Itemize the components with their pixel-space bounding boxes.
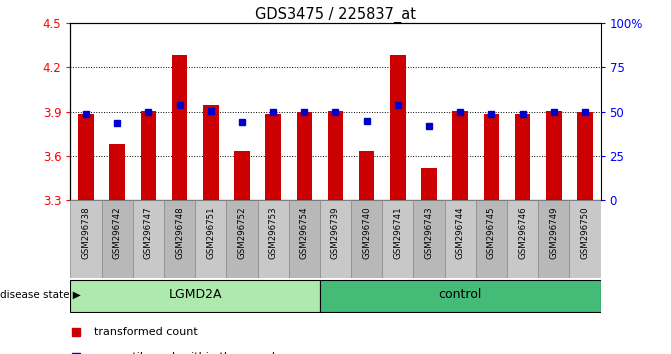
Bar (265, 114, 281, 200)
Bar (359, 151, 374, 200)
Text: GSM296745: GSM296745 (487, 206, 496, 259)
Bar (234, 151, 250, 200)
Bar (421, 167, 437, 200)
Bar (577, 112, 592, 200)
FancyBboxPatch shape (226, 200, 258, 278)
Bar (297, 112, 312, 200)
Bar (327, 111, 344, 200)
FancyBboxPatch shape (101, 200, 133, 278)
FancyBboxPatch shape (164, 200, 195, 278)
FancyBboxPatch shape (570, 200, 601, 278)
FancyBboxPatch shape (320, 200, 351, 278)
Text: control: control (439, 289, 482, 301)
Bar (546, 111, 562, 200)
Text: LGMD2A: LGMD2A (168, 289, 222, 301)
Text: GSM296754: GSM296754 (300, 206, 309, 259)
Text: GSM296752: GSM296752 (238, 206, 246, 259)
Text: GSM296747: GSM296747 (144, 206, 153, 259)
Text: GSM296751: GSM296751 (206, 206, 215, 259)
Text: GSM296748: GSM296748 (175, 206, 184, 259)
Text: GSM296753: GSM296753 (268, 206, 278, 259)
Text: disease state ▶: disease state ▶ (0, 290, 81, 300)
FancyBboxPatch shape (320, 280, 601, 312)
Bar (452, 111, 468, 200)
FancyBboxPatch shape (507, 200, 538, 278)
FancyBboxPatch shape (382, 200, 413, 278)
Text: GSM296739: GSM296739 (331, 206, 340, 259)
FancyBboxPatch shape (413, 200, 445, 278)
FancyBboxPatch shape (538, 200, 570, 278)
Text: GSM296740: GSM296740 (362, 206, 371, 259)
Bar (109, 144, 125, 200)
Text: GSM296746: GSM296746 (518, 206, 527, 259)
Bar (141, 111, 156, 200)
FancyBboxPatch shape (258, 200, 289, 278)
FancyBboxPatch shape (195, 200, 226, 278)
Bar (79, 114, 94, 200)
Bar (515, 114, 530, 200)
Text: GSM296738: GSM296738 (82, 206, 91, 259)
FancyBboxPatch shape (476, 200, 507, 278)
FancyBboxPatch shape (289, 200, 320, 278)
FancyBboxPatch shape (133, 200, 164, 278)
Text: transformed count: transformed count (95, 327, 198, 337)
Title: GDS3475 / 225837_at: GDS3475 / 225837_at (255, 7, 416, 23)
Text: GSM296750: GSM296750 (580, 206, 589, 259)
Text: GSM296742: GSM296742 (113, 206, 121, 259)
FancyBboxPatch shape (70, 200, 101, 278)
Text: GSM296749: GSM296749 (550, 206, 558, 259)
Bar (172, 56, 187, 200)
FancyBboxPatch shape (70, 280, 320, 312)
Text: percentile rank within the sample: percentile rank within the sample (95, 352, 282, 354)
Bar (484, 114, 499, 200)
Text: GSM296743: GSM296743 (425, 206, 433, 259)
Text: GSM296741: GSM296741 (393, 206, 403, 259)
Text: GSM296744: GSM296744 (456, 206, 465, 259)
FancyBboxPatch shape (351, 200, 382, 278)
FancyBboxPatch shape (445, 200, 476, 278)
Bar (390, 56, 406, 200)
Bar (203, 105, 219, 200)
